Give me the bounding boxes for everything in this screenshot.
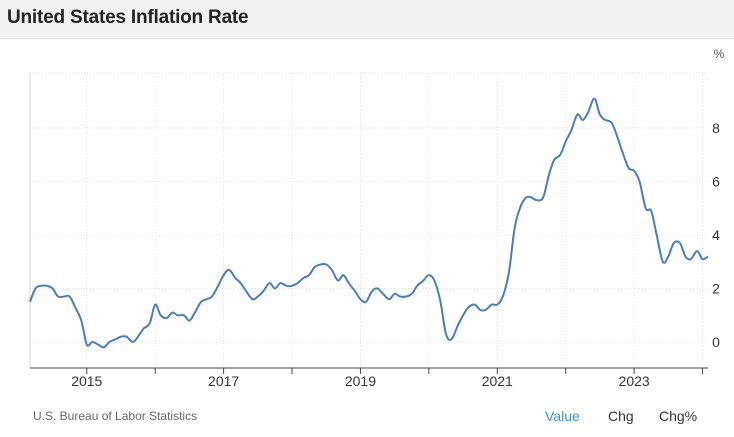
inflation-series-line[interactable] <box>29 97 709 349</box>
horizontal-gridlines <box>30 72 708 343</box>
x-tick-marks <box>86 368 704 374</box>
data-source: U.S. Bureau of Labor Statistics <box>33 409 198 423</box>
chg-percent-mode-button[interactable]: Chg% <box>659 408 698 424</box>
inflation-line-chart: 2015 2017 2019 2021 2023 0 2 4 6 8 % <box>29 47 725 389</box>
y-tick-labels: 0 2 4 6 8 <box>712 120 720 350</box>
value-mode-button[interactable]: Value <box>545 408 580 424</box>
y-tick-label: 4 <box>712 227 720 243</box>
x-tick-label: 2021 <box>482 373 513 389</box>
y-tick-label: 0 <box>712 334 720 350</box>
page-title: United States Inflation Rate <box>7 7 249 28</box>
y-unit-label: % <box>714 47 725 61</box>
y-tick-label: 2 <box>712 281 720 297</box>
x-tick-label: 2017 <box>208 373 239 389</box>
vertical-gridlines <box>86 73 704 368</box>
y-tick-label: 6 <box>712 174 720 190</box>
chart-header: United States Inflation Rate <box>0 0 734 39</box>
x-tick-labels: 2015 2017 2019 2021 2023 <box>71 373 650 389</box>
chg-mode-button[interactable]: Chg <box>608 408 634 424</box>
x-tick-label: 2023 <box>619 373 650 389</box>
x-tick-label: 2019 <box>345 373 376 389</box>
x-tick-label: 2015 <box>71 373 102 389</box>
y-tick-label: 8 <box>712 120 720 136</box>
